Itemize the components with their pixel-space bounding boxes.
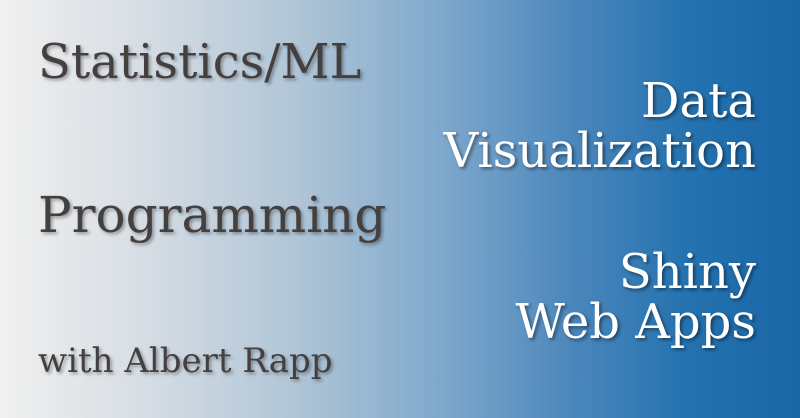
- topic-data-visualization-line2: Visualization: [443, 123, 756, 179]
- topic-programming: Programming: [38, 186, 387, 244]
- topic-shiny-web-apps: Shiny Web Apps: [515, 247, 756, 347]
- byline-author: with Albert Rapp: [38, 341, 333, 381]
- topic-statistics-ml: Statistics/ML: [38, 34, 362, 90]
- topic-shiny-line2: Web Apps: [515, 294, 756, 350]
- topic-data-visualization: Data Visualization: [444, 76, 756, 176]
- topic-shiny-line1: Shiny: [618, 244, 756, 300]
- topic-data-visualization-line1: Data: [640, 73, 756, 129]
